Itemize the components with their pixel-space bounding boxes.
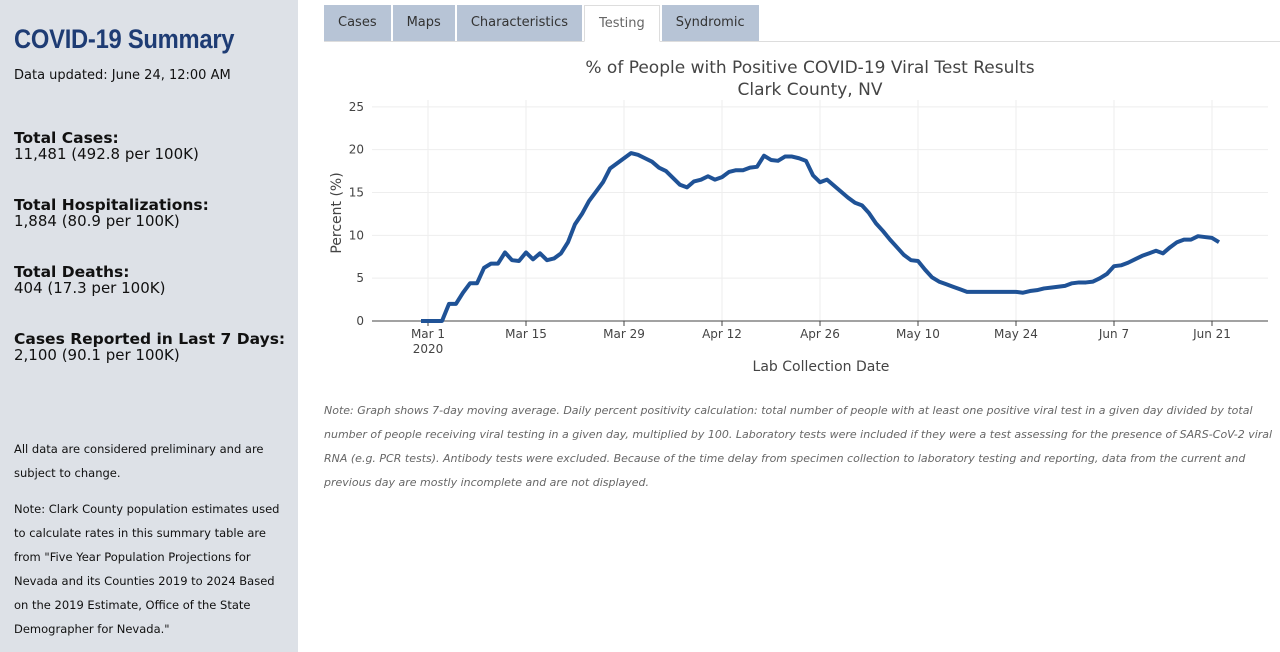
chart-title: % of People with Positive COVID-19 Viral… <box>585 58 1034 78</box>
tab[interactable]: Cases <box>324 5 391 41</box>
y-tick-label: 15 <box>349 186 364 200</box>
chart-subtitle: Clark County, NV <box>738 80 883 100</box>
x-tick-label: Jun 7 <box>1098 327 1129 341</box>
stat-value: 2,100 (90.1 per 100K) <box>14 346 180 364</box>
stat-value: 404 (17.3 per 100K) <box>14 279 166 297</box>
chart: % of People with Positive COVID-19 Viral… <box>329 58 1268 375</box>
stat: Total Cases: 11,481 (492.8 per 100K) <box>14 130 199 162</box>
stat-value: 1,884 (80.9 per 100K) <box>14 212 180 230</box>
x-tick-label: Mar 1 2020 <box>411 327 445 356</box>
x-tick-label: Jun 21 <box>1192 327 1231 341</box>
chart-note: Note: Graph shows 7-day moving average. … <box>324 404 1273 489</box>
y-tick-label: 25 <box>349 100 364 114</box>
x-tick-label: Apr 26 <box>800 327 840 341</box>
tab[interactable]: Characteristics <box>456 5 583 41</box>
x-tick-label: Mar 15 <box>505 327 547 341</box>
stat-label: Total Hospitalizations: <box>14 196 209 214</box>
updated: Data updated: June 24, 12:00 AM <box>14 68 231 83</box>
y-tick-label: 20 <box>349 143 364 157</box>
stat: Total Hospitalizations: 1,884 (80.9 per 1… <box>14 197 209 229</box>
series-line <box>421 151 1221 323</box>
x-axis-label: Lab Collection Date <box>753 359 890 375</box>
stat-label: Total Deaths: <box>14 263 130 281</box>
sidebar-note: Note: Clark County population estimates … <box>14 502 280 636</box>
y-tick-label: 5 <box>356 271 364 285</box>
stat-label: Total Cases: <box>14 129 119 147</box>
sidebar-note: All data are considered preliminary and … <box>14 442 264 480</box>
tab[interactable]: Testing <box>584 5 660 42</box>
y-tick-label: 0 <box>356 314 364 328</box>
x-tick-label: Mar 29 <box>603 327 645 341</box>
x-tick-label: May 10 <box>896 327 940 341</box>
stat: Total Deaths: 404 (17.3 per 100K) <box>14 264 165 296</box>
stat-value: 11,481 (492.8 per 100K) <box>14 145 199 163</box>
tab[interactable]: Syndromic <box>661 5 759 41</box>
tab-bar: Cases Maps Characteristics Testing Syndromic <box>324 5 1280 42</box>
stat: Cases Reported in Last 7 Days: 2,100 (90.… <box>14 331 285 363</box>
tab[interactable]: Maps <box>392 5 455 41</box>
y-axis-label: Percent (%) <box>329 172 345 253</box>
sidebar-title: COVID-19 Summary <box>14 24 235 54</box>
x-tick-label: May 24 <box>994 327 1038 341</box>
x-tick-label: Apr 12 <box>702 327 742 341</box>
stat-label: Cases Reported in Last 7 Days: <box>14 330 286 348</box>
y-tick-label: 10 <box>349 228 364 242</box>
sidebar: COVID-19 Summary Data updated: June 24, … <box>0 0 298 652</box>
